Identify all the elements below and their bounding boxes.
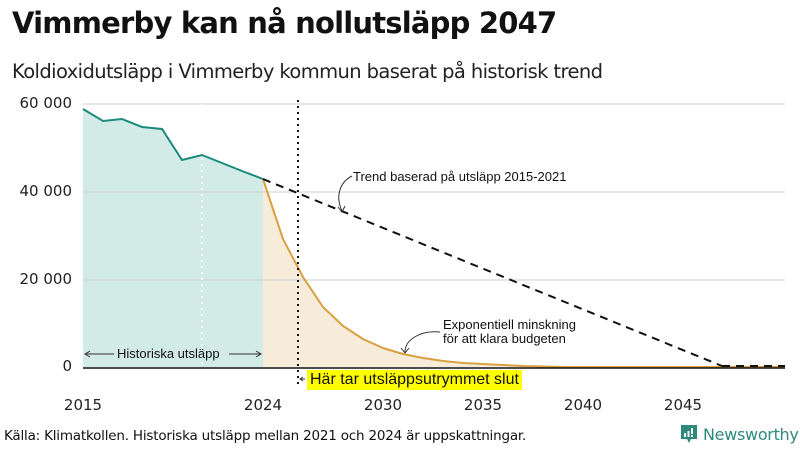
brand-logo: Newsworthy (680, 424, 799, 444)
budget-end-annotation: Här tar utsläppsutrymmet slut (307, 370, 522, 390)
y-tick-40000: 40 000 (19, 182, 73, 200)
x-tick-2035: 2035 (463, 396, 503, 414)
chart-title: Vimmerby kan nå nollutsläpp 2047 (12, 6, 557, 40)
exponential-annotation-line2: för att klara budgeten (443, 331, 566, 346)
x-tick-2030: 2030 (363, 396, 403, 414)
exponential-area (263, 179, 785, 367)
x-tick-2015: 2015 (63, 396, 103, 414)
source-note: Källa: Klimatkollen. Historiska utsläpp … (4, 428, 527, 444)
x-tick-2045: 2045 (663, 396, 703, 414)
exponential-line (262, 178, 785, 368)
newsworthy-logo-icon (681, 425, 697, 443)
brand-name: Newsworthy (703, 424, 799, 444)
exponential-annotation-line1: Exponentiell minskning (443, 317, 576, 332)
y-tick-60000: 60 000 (19, 94, 73, 112)
historical-area (83, 109, 263, 367)
y-tick-0: 0 (62, 357, 72, 375)
trend-annotation: Trend baserad på utsläpp 2015-2021 (353, 169, 567, 184)
historical-annotation: Historiska utsläpp (117, 346, 220, 361)
x-tick-2024: 2024 (243, 396, 283, 414)
historical-line (82, 108, 264, 180)
trend-line (262, 178, 723, 367)
chart-subtitle: Koldioxidutsläpp i Vimmerby kommun baser… (12, 60, 603, 83)
y-tick-20000: 20 000 (19, 270, 73, 288)
x-tick-2040: 2040 (563, 396, 603, 414)
